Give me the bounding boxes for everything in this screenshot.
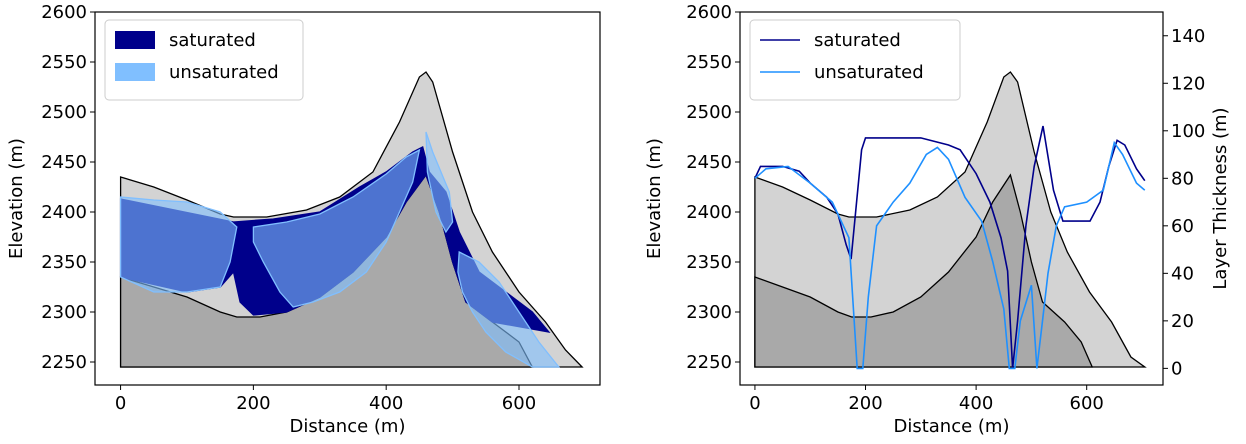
legend-swatch xyxy=(115,63,155,81)
y-tick-label: 2500 xyxy=(41,102,87,123)
y-axis-label: Elevation (m) xyxy=(6,138,27,259)
legend-label: unsaturated xyxy=(169,62,279,83)
line xyxy=(754,125,1146,369)
y-tick-label: 2550 xyxy=(686,52,732,73)
y-tick-label: 2450 xyxy=(686,152,732,173)
y-tick-label: 2400 xyxy=(41,202,87,223)
y2-tick-label: 60 xyxy=(1171,216,1194,237)
terrain-area xyxy=(754,173,1094,368)
x-tick-label: 200 xyxy=(848,393,882,414)
y-tick-label: 2450 xyxy=(41,152,87,173)
legend-label: saturated xyxy=(169,30,256,51)
y2-tick-label: 100 xyxy=(1171,121,1205,142)
y2-tick-label: 20 xyxy=(1171,311,1194,332)
axes-frame xyxy=(739,11,1164,386)
y-tick-label: 2300 xyxy=(41,302,87,323)
legend-label: unsaturated xyxy=(814,62,924,83)
plot-area xyxy=(119,71,584,368)
y2-tick-label: 120 xyxy=(1171,73,1205,94)
y-tick-label: 2400 xyxy=(686,202,732,223)
axes-frame xyxy=(94,11,601,386)
legend-swatch xyxy=(115,31,155,49)
legend-box xyxy=(749,19,961,101)
x-tick-label: 600 xyxy=(1070,393,1104,414)
y2-tick-label: 40 xyxy=(1171,263,1194,284)
x-axis-label: Distance (m) xyxy=(893,416,1009,437)
y-tick-label: 2600 xyxy=(41,2,87,23)
plot-area xyxy=(754,71,1147,370)
y-tick-label: 2600 xyxy=(686,2,732,23)
x-tick-label: 400 xyxy=(959,393,993,414)
x-tick-label: 0 xyxy=(749,393,760,414)
y-tick-label: 2350 xyxy=(41,252,87,273)
y2-axis-label: Layer Thickness (m) xyxy=(1210,107,1231,289)
y2-tick-label: 80 xyxy=(1171,168,1194,189)
x-tick-label: 600 xyxy=(502,393,536,414)
x-tick-label: 200 xyxy=(236,393,270,414)
y-axis-label: Elevation (m) xyxy=(644,138,665,259)
y-tick-label: 2500 xyxy=(686,102,732,123)
y-tick-label: 2350 xyxy=(686,252,732,273)
area xyxy=(119,131,561,368)
x-tick-label: 0 xyxy=(115,393,126,414)
x-tick-label: 400 xyxy=(369,393,403,414)
line xyxy=(754,140,1146,370)
legend-label: saturated xyxy=(814,30,901,51)
y-tick-label: 2250 xyxy=(686,352,732,373)
y2-tick-label: 0 xyxy=(1171,358,1182,379)
y2-tick-label: 140 xyxy=(1171,26,1205,47)
y-tick-label: 2300 xyxy=(686,302,732,323)
y-tick-label: 2250 xyxy=(41,352,87,373)
y-tick-label: 2550 xyxy=(41,52,87,73)
x-axis-label: Distance (m) xyxy=(289,416,405,437)
